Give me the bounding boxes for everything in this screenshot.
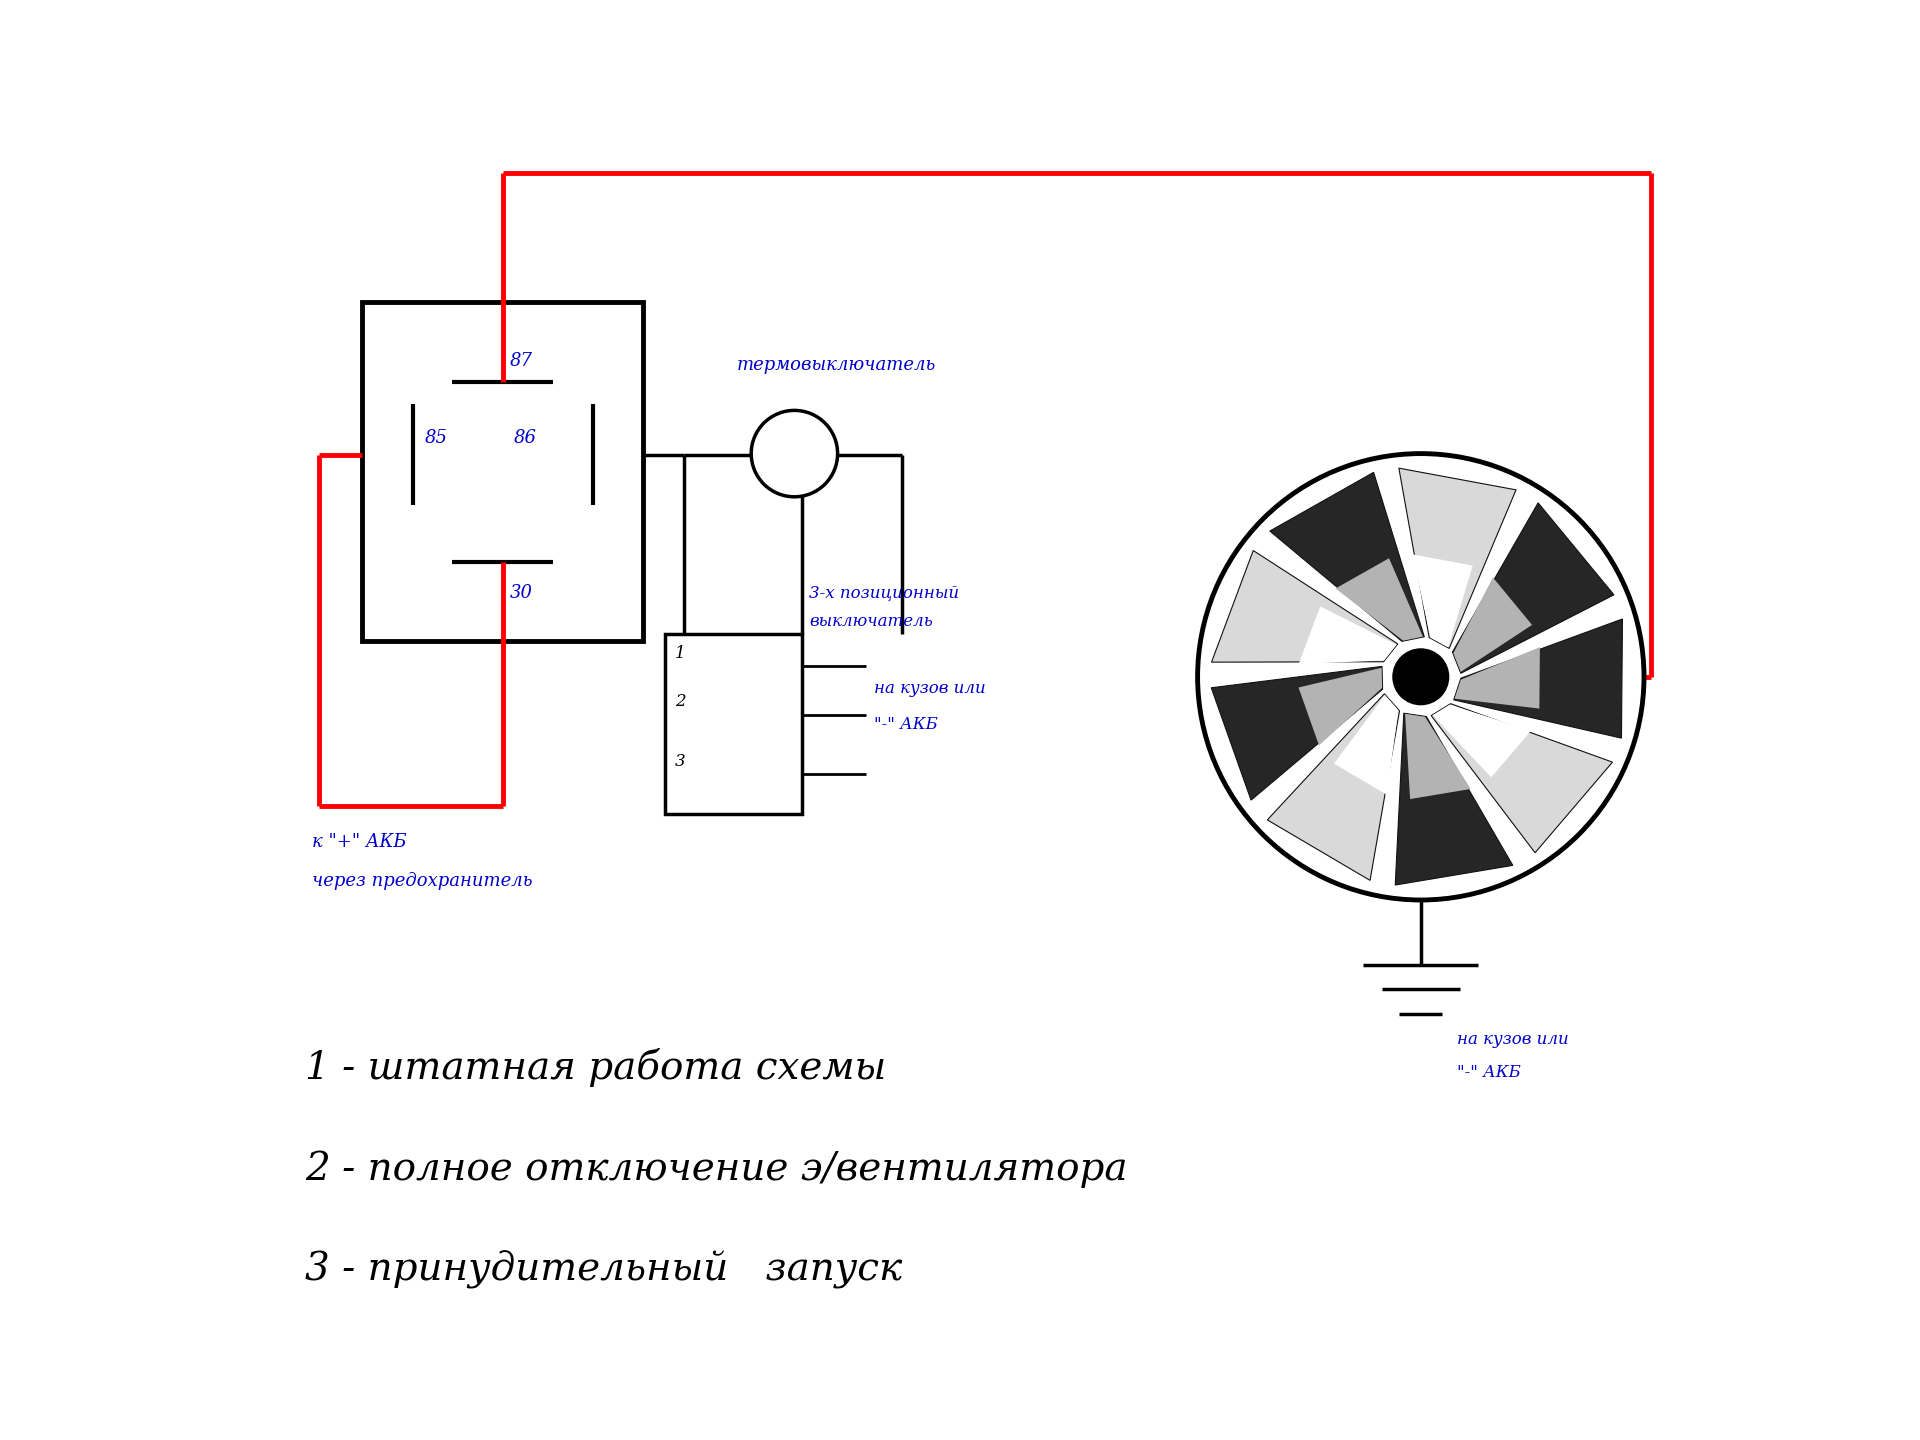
Polygon shape [1405,714,1471,799]
Polygon shape [1455,647,1540,708]
Polygon shape [1336,559,1423,641]
Polygon shape [1453,619,1622,739]
Text: 87: 87 [511,353,534,370]
Polygon shape [1432,704,1530,778]
Polygon shape [1298,606,1396,664]
Text: 30: 30 [511,585,534,602]
Polygon shape [1413,554,1473,648]
Polygon shape [1400,468,1517,648]
Bar [664,634,803,814]
Polygon shape [1212,550,1398,662]
Text: на кузов или: на кузов или [874,680,985,697]
Text: "-" АКБ: "-" АКБ [1457,1064,1521,1081]
Text: через предохранитель: через предохранитель [313,871,532,890]
Text: 3: 3 [676,753,685,769]
Text: на кузов или: на кузов или [1457,1031,1569,1048]
Text: 3 - принудительный   запуск: 3 - принудительный запуск [305,1250,902,1289]
Text: "-" АКБ: "-" АКБ [874,716,937,733]
Text: 85: 85 [424,429,447,448]
Text: 1 - штатная работа схемы: 1 - штатная работа схемы [305,1048,885,1087]
Polygon shape [1430,704,1613,852]
Text: 2: 2 [676,693,685,710]
Circle shape [1394,649,1448,704]
Text: 2 - полное отключение э/вентилятора: 2 - полное отключение э/вентилятора [305,1151,1127,1188]
Text: к "+" АКБ: к "+" АКБ [313,832,407,851]
Polygon shape [1298,668,1382,746]
Text: термовыключатель: термовыключатель [737,357,937,374]
Text: 3-х позиционный: 3-х позиционный [808,585,958,602]
Text: 1: 1 [676,645,685,662]
Polygon shape [1212,667,1382,801]
Text: 86: 86 [515,429,536,448]
Text: выключатель: выключатель [808,613,933,631]
Polygon shape [1334,696,1398,795]
Bar [363,302,643,641]
Polygon shape [1453,577,1532,672]
Polygon shape [1267,694,1400,880]
Polygon shape [1269,472,1425,641]
Polygon shape [1452,503,1615,674]
Circle shape [751,410,837,497]
Polygon shape [1396,713,1513,886]
